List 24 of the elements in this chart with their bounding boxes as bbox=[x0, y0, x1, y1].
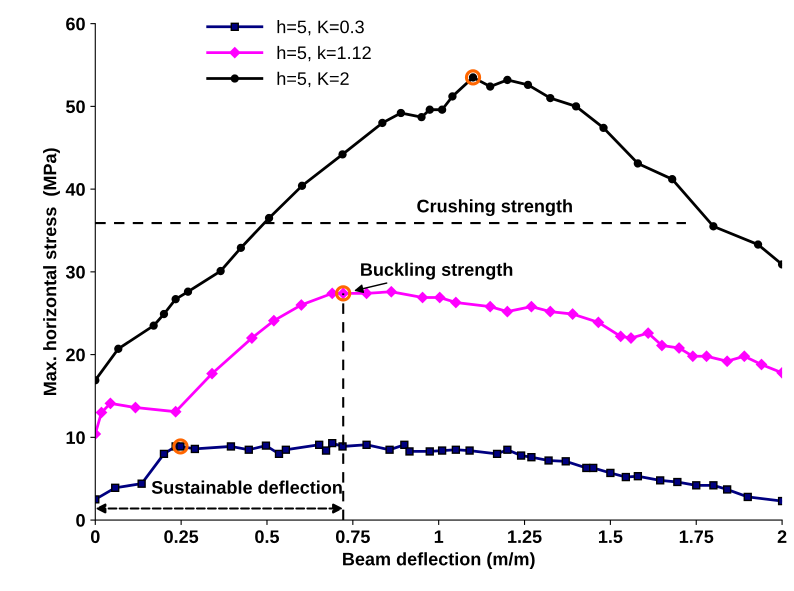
x-tick-label: 1.5 bbox=[598, 530, 622, 544]
y-tick-label: 0 bbox=[76, 514, 85, 527]
y-tick-label: 60 bbox=[66, 18, 85, 30]
x-tick-label: 1.25 bbox=[508, 530, 542, 544]
legend-label: h=5, K=2 bbox=[278, 72, 349, 88]
x-tick-label: 0.25 bbox=[164, 530, 198, 544]
annotation: Buckling strength bbox=[361, 262, 512, 280]
y-tick-label: 20 bbox=[66, 348, 85, 362]
legend-label: h=5, k=1.12 bbox=[278, 46, 371, 62]
x-tick-label: 0 bbox=[90, 530, 100, 544]
x-tick-label: 0.5 bbox=[255, 530, 280, 544]
y-tick-label: 30 bbox=[66, 266, 85, 279]
x-tick-label: 1.75 bbox=[680, 530, 714, 544]
x-tick-label: 1 bbox=[434, 530, 444, 543]
y-tick-label: 10 bbox=[66, 431, 85, 444]
y-tick-label: 40 bbox=[66, 183, 85, 196]
x-tick-label: 2 bbox=[778, 530, 786, 543]
y-tick-label: 50 bbox=[66, 100, 85, 114]
annotation: Crushing strength bbox=[417, 199, 572, 216]
x-tick-label: 0.75 bbox=[336, 530, 370, 544]
x-axis-title: Beam deflection (m/m) bbox=[343, 552, 535, 570]
annotation: Sustainable deflection bbox=[152, 480, 342, 494]
y-axis-title: Max. horizontal stress (MPa) bbox=[43, 148, 60, 396]
legend-label: h=5, K=0.3 bbox=[278, 20, 364, 36]
